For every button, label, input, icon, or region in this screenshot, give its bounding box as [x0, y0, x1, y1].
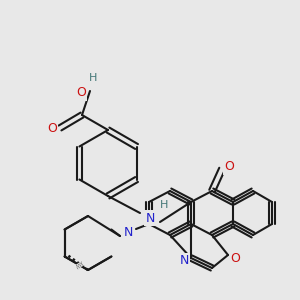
Text: H: H [160, 200, 168, 210]
Text: H: H [89, 73, 97, 83]
Text: N: N [179, 254, 189, 268]
Text: O: O [230, 251, 240, 265]
Text: O: O [47, 122, 57, 136]
Text: ////: //// [76, 261, 85, 269]
Text: O: O [224, 160, 234, 173]
Text: N: N [123, 226, 133, 239]
Text: O: O [76, 86, 86, 100]
Text: N: N [145, 212, 155, 224]
